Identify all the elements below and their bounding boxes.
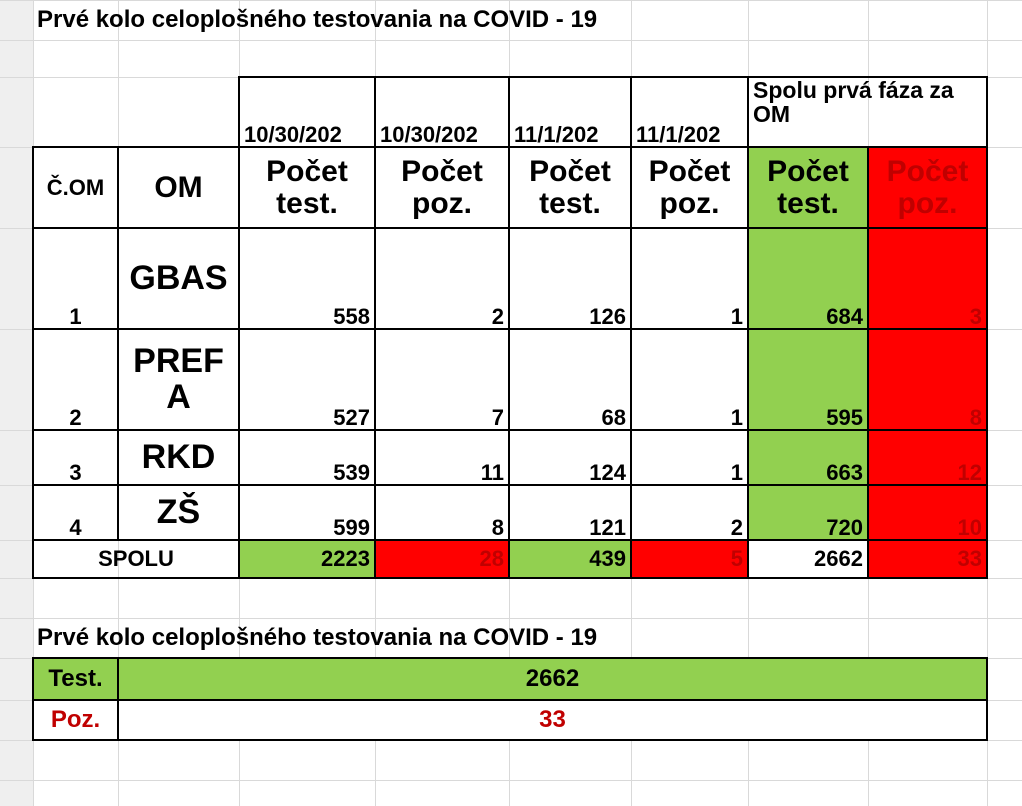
cell-value: 558 — [238, 227, 376, 330]
cell-value: 8 — [867, 328, 988, 431]
cell-value: 2 — [374, 227, 510, 330]
row-header-strip — [0, 0, 33, 806]
cell-value: 595 — [747, 328, 869, 431]
grid-line — [0, 780, 1022, 781]
group-header: Spolu prvá fáza za OM — [747, 76, 988, 148]
cell-value: 720 — [747, 484, 869, 541]
cell-value: 539 — [238, 429, 376, 486]
cell-value: 12 — [867, 429, 988, 486]
summary-value: 33 — [117, 699, 988, 741]
cell-value: 599 — [238, 484, 376, 541]
date-header: 11/1/202 — [508, 76, 632, 148]
summary-value: 2662 — [117, 657, 988, 701]
grid-line — [0, 618, 1022, 619]
date-header: 10/30/202 — [238, 76, 376, 148]
total-value: 2223 — [238, 539, 376, 579]
total-label: SPOLU — [32, 539, 240, 579]
column-header: Počet test. — [508, 146, 632, 229]
column-header: Počet poz. — [630, 146, 749, 229]
total-value: 2662 — [747, 539, 869, 579]
cell-value: 1 — [630, 328, 749, 431]
column-header: Č.OM — [32, 146, 119, 229]
cell-value: 121 — [508, 484, 632, 541]
cell-value: 527 — [238, 328, 376, 431]
cell-value: 663 — [747, 429, 869, 486]
column-header: OM — [117, 146, 240, 229]
total-value: 33 — [867, 539, 988, 579]
column-header: Počet poz. — [867, 146, 988, 229]
summary-title: Prvé kolo celoplošného testovania na COV… — [37, 624, 598, 652]
total-value: 439 — [508, 539, 632, 579]
summary-label: Test. — [32, 657, 119, 701]
total-value: 5 — [630, 539, 749, 579]
row-label: 2 — [32, 328, 119, 431]
cell-value: 124 — [508, 429, 632, 486]
cell-value: 68 — [508, 328, 632, 431]
summary-label: Poz. — [32, 699, 119, 741]
row-label: RKD — [117, 429, 240, 486]
cell-value: 126 — [508, 227, 632, 330]
row-label: ZŠ — [117, 484, 240, 541]
cell-value: 7 — [374, 328, 510, 431]
date-header: 11/1/202 — [630, 76, 749, 148]
date-header: 10/30/202 — [374, 76, 510, 148]
row-label: GBAS — [117, 227, 240, 330]
cell-value: 3 — [867, 227, 988, 330]
cell-value: 8 — [374, 484, 510, 541]
cell-value: 1 — [630, 227, 749, 330]
grid-line — [0, 40, 1022, 41]
cell-value: 10 — [867, 484, 988, 541]
cell-value: 684 — [747, 227, 869, 330]
column-header: Počet test. — [747, 146, 869, 229]
column-header: Počet poz. — [374, 146, 510, 229]
column-header: Počet test. — [238, 146, 376, 229]
total-value: 28 — [374, 539, 510, 579]
cell-value: 2 — [630, 484, 749, 541]
cell-value: 11 — [374, 429, 510, 486]
row-label: 1 — [32, 227, 119, 330]
cell-value: 1 — [630, 429, 749, 486]
row-label: PREFA — [117, 328, 240, 431]
row-label: 3 — [32, 429, 119, 486]
title: Prvé kolo celoplošného testovania na COV… — [37, 6, 598, 34]
row-label: 4 — [32, 484, 119, 541]
grid-line — [0, 0, 1022, 1]
